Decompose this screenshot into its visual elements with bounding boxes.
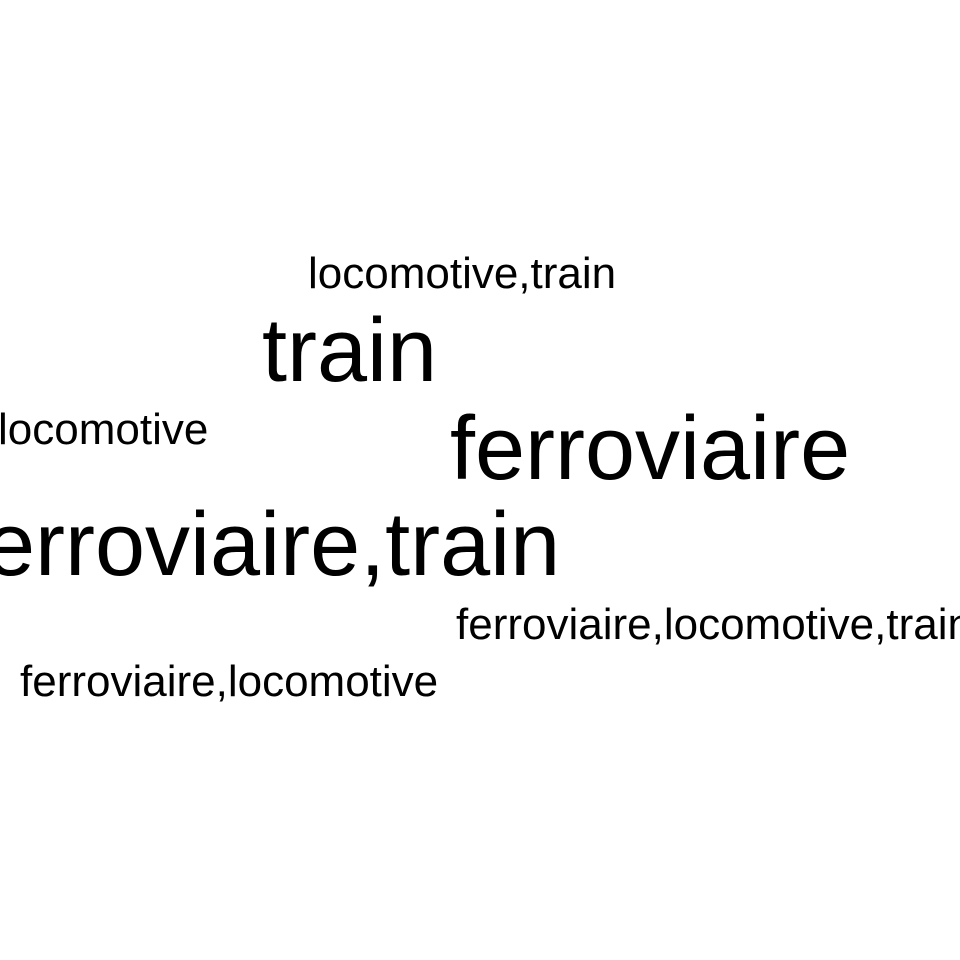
word-train: train — [262, 301, 438, 401]
word-ferroviaire-locomotive: ferroviaire,locomotive — [20, 657, 439, 706]
word-locomotive-train: locomotive,train — [308, 249, 617, 298]
word-ferroviaire-locomotive-train: ferroviaire,locomotive,train — [456, 600, 960, 649]
word-ferroviaire: ferroviaire — [450, 399, 851, 499]
word-ferroviaire-train: ferroviaire,train — [0, 495, 561, 595]
word-locomotive: locomotive — [0, 405, 209, 454]
